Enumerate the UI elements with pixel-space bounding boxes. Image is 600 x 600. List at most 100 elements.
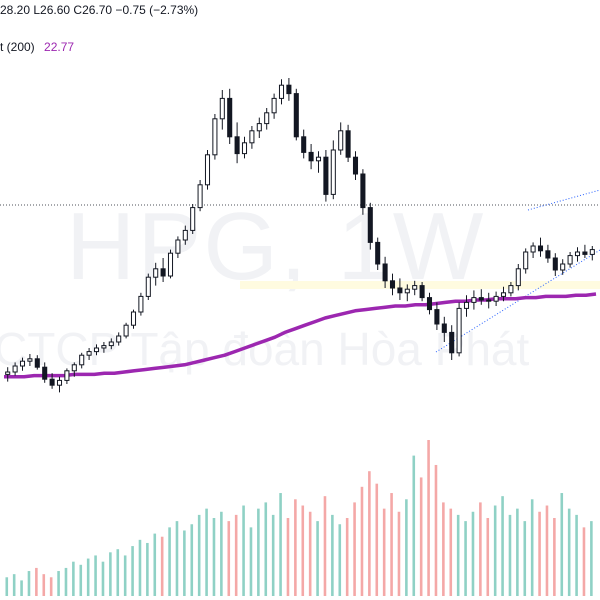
volume-bar bbox=[471, 511, 475, 596]
candle-body-up bbox=[204, 154, 211, 186]
candle-body-down bbox=[375, 241, 381, 265]
volume-bar bbox=[227, 521, 231, 596]
candle bbox=[301, 129, 307, 159]
candle bbox=[508, 282, 514, 297]
candle-body-down bbox=[382, 263, 388, 282]
candle-body-up bbox=[145, 276, 151, 297]
candle-body-up bbox=[560, 263, 566, 271]
candle bbox=[271, 93, 277, 119]
volume-bar bbox=[316, 521, 319, 596]
candle-body-down bbox=[301, 136, 307, 153]
candle-body-up bbox=[93, 347, 100, 353]
candle bbox=[227, 88, 233, 144]
volume-bar bbox=[493, 505, 497, 596]
candle-body-down bbox=[545, 250, 551, 259]
volume-bar bbox=[390, 493, 393, 596]
candle bbox=[108, 338, 114, 350]
candle bbox=[34, 355, 40, 370]
candle bbox=[412, 280, 418, 296]
candle-body-up bbox=[108, 341, 114, 347]
candle bbox=[123, 322, 129, 339]
volume-bar bbox=[242, 505, 245, 596]
candle bbox=[241, 136, 248, 159]
volume-bar bbox=[72, 561, 75, 596]
candle bbox=[574, 247, 581, 262]
volume-bar bbox=[501, 496, 504, 596]
trendline-upper bbox=[527, 189, 600, 211]
volume-bar bbox=[153, 533, 157, 596]
volume-bar bbox=[560, 493, 564, 596]
candle-body-up bbox=[256, 123, 262, 132]
volume-bar bbox=[567, 508, 571, 596]
volume-bar bbox=[449, 508, 453, 596]
candle-body-up bbox=[123, 324, 129, 337]
candle-body-up bbox=[574, 251, 581, 257]
candle-body-down bbox=[449, 331, 455, 354]
candle bbox=[175, 236, 181, 258]
volume-bar bbox=[308, 511, 312, 596]
candle-body-down bbox=[308, 151, 314, 162]
candle bbox=[441, 316, 447, 342]
candle bbox=[404, 284, 410, 302]
volume-bar bbox=[294, 499, 297, 596]
volume-bar bbox=[109, 552, 112, 596]
candle-body-up bbox=[264, 112, 270, 125]
volume-bar bbox=[57, 571, 60, 596]
candle bbox=[530, 242, 536, 258]
candle bbox=[486, 292, 492, 309]
volume-bar bbox=[360, 486, 364, 596]
volume-bar bbox=[5, 577, 9, 596]
candle-body-up bbox=[271, 97, 277, 114]
volume-bar bbox=[442, 502, 445, 596]
candle bbox=[219, 90, 225, 130]
volume-bar bbox=[264, 502, 268, 596]
volume-bar bbox=[49, 577, 53, 596]
candle bbox=[500, 286, 507, 302]
volume-bar bbox=[168, 527, 171, 596]
candle bbox=[360, 169, 366, 215]
volume-bar bbox=[257, 508, 260, 596]
candle-body-down bbox=[34, 358, 40, 368]
candle-body-up bbox=[456, 307, 462, 354]
candle bbox=[153, 262, 159, 286]
candle bbox=[330, 140, 336, 200]
candle-body-down bbox=[352, 156, 359, 175]
candle bbox=[323, 150, 329, 202]
candle bbox=[5, 367, 11, 382]
candle bbox=[79, 352, 85, 369]
volume-bar bbox=[323, 496, 327, 596]
candle bbox=[523, 248, 529, 274]
candle-body-up bbox=[64, 370, 70, 381]
candle bbox=[375, 237, 381, 270]
candle-body-up bbox=[330, 149, 336, 195]
candle bbox=[463, 295, 470, 317]
candle-body-down bbox=[160, 268, 166, 277]
candle-body-up bbox=[138, 295, 144, 313]
candle-body-up bbox=[249, 130, 255, 144]
candle-body-up bbox=[500, 292, 507, 297]
volume-bar bbox=[116, 549, 120, 596]
volume-bar bbox=[397, 511, 401, 596]
candle-body-up bbox=[101, 345, 107, 349]
volume-bar bbox=[427, 440, 430, 596]
candle-body-up bbox=[493, 295, 499, 302]
candle-body-up bbox=[315, 156, 322, 162]
volume-bar bbox=[212, 518, 216, 596]
volume-bar bbox=[419, 477, 423, 596]
candle-body-down bbox=[537, 245, 544, 252]
candle bbox=[234, 122, 240, 164]
trendline-lower bbox=[435, 249, 600, 353]
indicator-readout: t (200) 22.77 bbox=[0, 40, 74, 54]
volume-bars bbox=[5, 440, 593, 596]
candle bbox=[49, 373, 55, 389]
candle-body-down bbox=[441, 323, 447, 333]
volume-bar bbox=[590, 521, 593, 596]
candle bbox=[182, 225, 188, 245]
candle-body-down bbox=[434, 309, 440, 325]
candle-body-up bbox=[471, 297, 477, 303]
volume-bar bbox=[271, 514, 275, 596]
candle bbox=[93, 344, 100, 356]
candle-body-down bbox=[582, 251, 588, 255]
candle-body-up bbox=[19, 360, 26, 367]
